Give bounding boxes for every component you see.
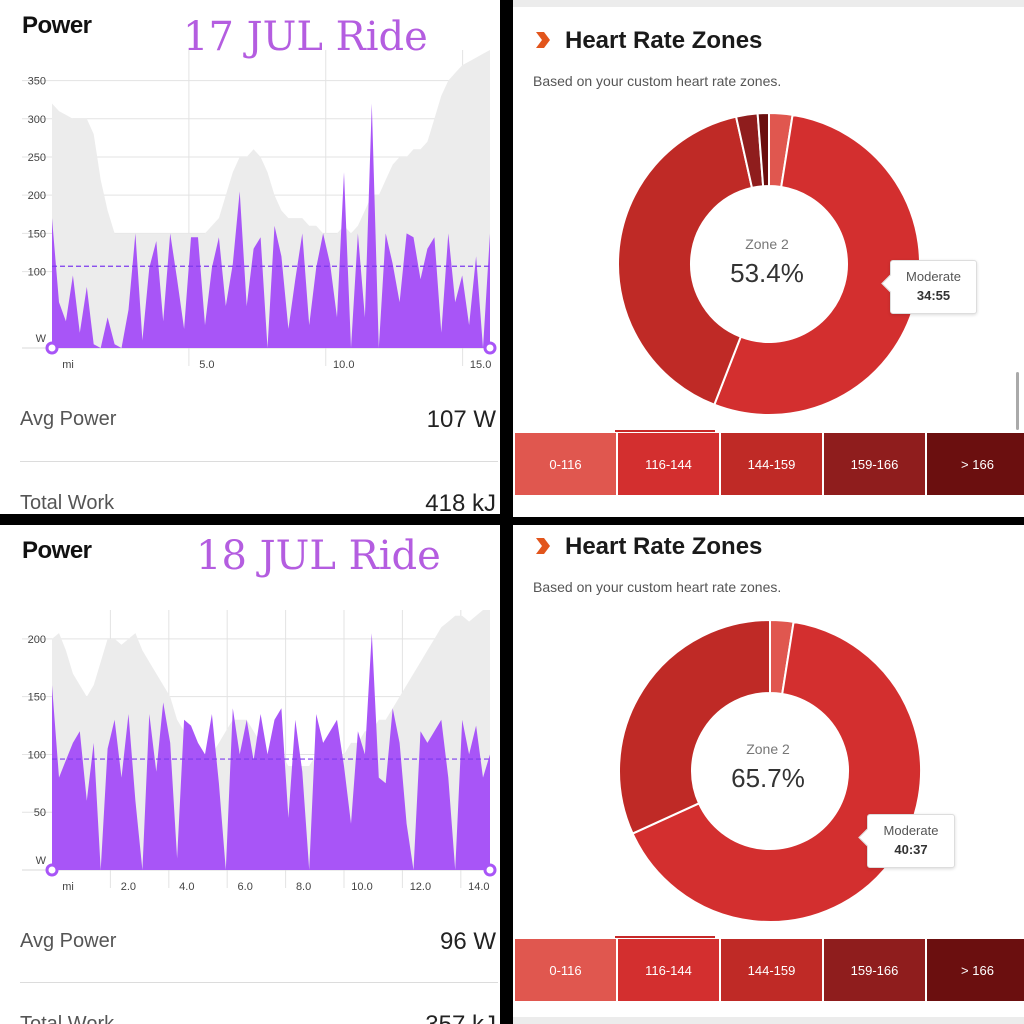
x-tick-label: 10.0	[351, 881, 372, 893]
zone-2-slice[interactable]	[631, 620, 922, 923]
range-end-handle[interactable]	[483, 341, 497, 355]
y-tick-label: 250	[28, 152, 46, 164]
y-tick-label: W	[36, 855, 47, 867]
zone-3-button[interactable]: 144-159	[721, 939, 822, 1001]
zone-1-button[interactable]: 0-116	[515, 433, 616, 495]
chevron-right-icon	[536, 32, 550, 48]
heart-rate-background-area	[52, 50, 490, 348]
hr-zones-title: Heart Rate Zones	[565, 27, 763, 54]
x-tick-label: 2.0	[121, 881, 136, 893]
hr-zones-panel-17-jul: Heart Rate Zones Based on your custom he…	[513, 0, 1024, 517]
power-area	[52, 633, 490, 870]
x-tick-label: 14.0	[468, 881, 489, 893]
scrollbar[interactable]	[1016, 372, 1019, 430]
zone-legend: 0-116 116-144 144-159 159-166 > 166	[515, 939, 1024, 1001]
donut-center-percent: 53.4%	[730, 258, 804, 288]
zone-3-slice[interactable]	[618, 618, 771, 835]
range-start-handle[interactable]	[45, 341, 59, 355]
x-tick-label: 5.0	[199, 359, 214, 371]
power-title: Power	[22, 12, 92, 39]
hr-zones-subtitle: Based on your custom heart rate zones.	[533, 73, 782, 89]
ride-title: 18 JUL Ride	[196, 533, 441, 579]
x-tick-label: 6.0	[238, 881, 253, 893]
power-chart[interactable]: 350 300 250 200 150 100 Wmi 5.0 10.0 15.0	[0, 0, 500, 380]
total-work-label: Total Work	[20, 492, 115, 514]
y-tick-label: 200	[28, 190, 46, 202]
y-tick-label: 200	[28, 634, 46, 646]
donut-center-percent: 65.7%	[731, 763, 805, 793]
x-tick-label: 12.0	[410, 881, 431, 893]
chevron-right-icon	[536, 538, 550, 554]
power-area	[52, 103, 490, 348]
total-work-value: 418 kJ	[425, 490, 496, 514]
y-tick-label: 100	[28, 267, 46, 279]
range-end-handle[interactable]	[483, 863, 497, 877]
tooltip-value: 40:37	[894, 842, 928, 857]
zone-3-button[interactable]: 144-159	[721, 433, 822, 495]
hr-donut-chart[interactable]	[513, 0, 1024, 430]
hr-donut-chart[interactable]	[513, 525, 1024, 937]
tooltip-value: 34:55	[916, 288, 951, 303]
y-tick-label: 300	[28, 114, 46, 126]
hr-zones-panel-18-jul: Heart Rate Zones Based on your custom he…	[513, 525, 1024, 1024]
zone-2-button[interactable]: 116-144	[618, 939, 719, 1001]
x-tick-label: 15.0	[470, 359, 491, 371]
tooltip-label: Moderate	[883, 823, 939, 838]
divider	[20, 461, 498, 462]
tooltip-label: Moderate	[906, 269, 961, 284]
avg-power-label: Avg Power	[20, 930, 117, 952]
y-tick-label: 50	[34, 807, 46, 819]
x-tick-label: 8.0	[296, 881, 311, 893]
y-tick-label: 150	[28, 692, 46, 704]
y-tick-label: 100	[28, 749, 46, 761]
avg-power-value: 107 W	[426, 406, 496, 433]
divider	[20, 982, 498, 983]
zone-tooltip: Moderate 34:55	[881, 260, 977, 314]
selected-zone-marker	[615, 936, 715, 938]
hr-zones-title: Heart Rate Zones	[565, 533, 763, 560]
hr-zones-subtitle: Based on your custom heart rate zones.	[533, 579, 782, 595]
total-work-value: 357 kJ	[425, 1011, 496, 1024]
y-tick-label: 350	[28, 76, 46, 88]
zone-5-button[interactable]: > 166	[927, 433, 1024, 495]
zone-legend: 0-116 116-144 144-159 159-166 > 166	[515, 433, 1024, 495]
avg-power-value: 96 W	[439, 928, 496, 955]
zone-2-slice[interactable]	[713, 113, 921, 416]
zone-4-button[interactable]: 159-166	[824, 939, 925, 1001]
ride-title: 17 JUL Ride	[183, 14, 428, 60]
zone-5-slice[interactable]	[756, 111, 770, 188]
power-chart[interactable]: 200 150 100 50 Wmi 2.0 4.0 6.0 8.0 10.0 12.0 14.0	[0, 525, 500, 905]
zone-2-button[interactable]: 116-144	[618, 433, 719, 495]
x-tick-label: 10.0	[333, 359, 354, 371]
x-tick-label: 4.0	[179, 881, 194, 893]
range-start-handle[interactable]	[45, 863, 59, 877]
x-tick-label: mi	[62, 881, 74, 893]
zone-1-button[interactable]: 0-116	[515, 939, 616, 1001]
top-strip	[513, 0, 1024, 7]
power-title: Power	[22, 537, 92, 564]
y-tick-label: 150	[28, 228, 46, 240]
zone-5-button[interactable]: > 166	[927, 939, 1024, 1001]
avg-power-label: Avg Power	[20, 408, 117, 430]
zone-4-button[interactable]: 159-166	[824, 433, 925, 495]
zone-3-slice[interactable]	[617, 115, 754, 407]
donut-center-zone: Zone 2	[746, 741, 790, 757]
selected-zone-marker	[615, 430, 715, 432]
zone-tooltip: Moderate 40:37	[858, 814, 955, 868]
total-work-label: Total Work	[20, 1013, 115, 1024]
bottom-strip	[513, 1017, 1024, 1024]
y-tick-label: W	[36, 333, 47, 345]
x-tick-label: mi	[62, 359, 74, 371]
donut-center-zone: Zone 2	[745, 236, 789, 252]
